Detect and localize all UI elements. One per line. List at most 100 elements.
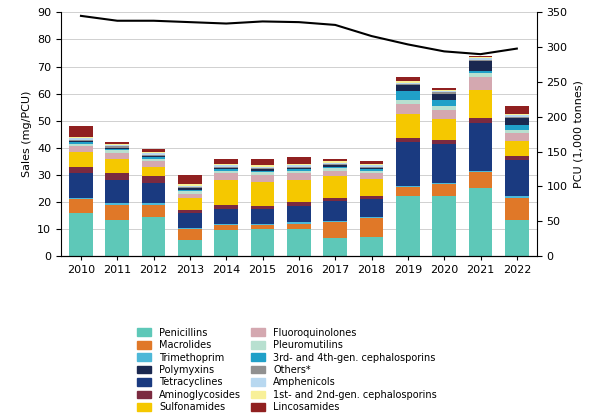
Bar	[468, 77, 492, 90]
Bar	[287, 167, 310, 168]
Bar	[468, 71, 492, 74]
Bar	[360, 165, 383, 167]
Bar	[215, 159, 238, 164]
Bar	[468, 57, 492, 58]
Bar	[396, 104, 420, 114]
Bar	[505, 114, 529, 115]
Bar	[323, 171, 347, 176]
Bar	[142, 154, 165, 156]
Bar	[396, 187, 420, 197]
Bar	[505, 141, 529, 156]
Bar	[396, 186, 420, 187]
Bar	[142, 176, 165, 183]
Bar	[287, 168, 310, 169]
Bar	[360, 168, 383, 169]
Bar	[215, 164, 238, 165]
Bar	[69, 140, 93, 141]
Bar	[106, 150, 129, 153]
Bar	[142, 156, 165, 157]
Bar	[142, 153, 165, 154]
Bar	[360, 171, 383, 173]
Bar	[142, 217, 165, 256]
Bar	[396, 91, 420, 100]
Bar	[106, 153, 129, 159]
Bar	[106, 173, 129, 180]
Bar	[142, 183, 165, 203]
Bar	[215, 223, 238, 225]
Bar	[142, 152, 165, 153]
Bar	[106, 146, 129, 148]
Bar	[106, 145, 129, 146]
Bar	[505, 156, 529, 160]
Bar	[432, 197, 456, 256]
Bar	[432, 144, 456, 183]
Bar	[468, 188, 492, 256]
Bar	[287, 157, 310, 164]
Bar	[178, 188, 202, 190]
Bar	[396, 138, 420, 142]
Bar	[323, 167, 347, 168]
Bar	[287, 169, 310, 171]
Bar	[178, 190, 202, 191]
Bar	[178, 198, 202, 210]
Bar	[69, 141, 93, 142]
Bar	[396, 142, 420, 186]
Bar	[432, 106, 456, 110]
Bar	[396, 84, 420, 85]
Bar	[106, 204, 129, 220]
Bar	[287, 171, 310, 173]
Bar	[360, 197, 383, 199]
Bar	[215, 230, 238, 256]
Bar	[106, 144, 129, 145]
Bar	[215, 171, 238, 173]
Bar	[287, 222, 310, 223]
Bar	[468, 171, 492, 172]
Bar	[215, 180, 238, 204]
Bar	[251, 167, 274, 168]
Bar	[142, 159, 165, 161]
Bar	[215, 173, 238, 180]
Bar	[69, 167, 93, 173]
Bar	[323, 164, 347, 165]
Bar	[106, 203, 129, 204]
Bar	[396, 77, 420, 81]
Bar	[505, 130, 529, 133]
Bar	[360, 217, 383, 218]
Bar	[396, 85, 420, 91]
Bar	[360, 173, 383, 179]
Bar	[142, 204, 165, 217]
Bar	[178, 186, 202, 187]
Bar	[251, 169, 274, 171]
Bar	[69, 126, 93, 137]
Bar	[251, 182, 274, 206]
Bar	[106, 148, 129, 149]
Bar	[360, 218, 383, 237]
Bar	[215, 169, 238, 171]
Bar	[251, 229, 274, 256]
Bar	[468, 58, 492, 60]
Legend: Penicillins, Macrolides, Trimethoprim, Polymyxins, Tetracyclines, Aminoglycoside: Penicillins, Macrolides, Trimethoprim, P…	[137, 328, 437, 412]
Bar	[178, 210, 202, 213]
Bar	[69, 146, 93, 152]
Bar	[106, 180, 129, 203]
Bar	[69, 152, 93, 167]
Bar	[468, 118, 492, 123]
Bar	[432, 94, 456, 100]
Bar	[323, 165, 347, 167]
Bar	[396, 100, 420, 104]
Bar	[468, 123, 492, 171]
Bar	[468, 90, 492, 118]
Y-axis label: Sales (mg/PCU): Sales (mg/PCU)	[21, 91, 32, 178]
Bar	[505, 133, 529, 141]
Bar	[505, 106, 529, 114]
Bar	[360, 161, 383, 164]
Bar	[69, 144, 93, 146]
Bar	[215, 168, 238, 169]
Bar	[251, 225, 274, 229]
Bar	[505, 118, 529, 125]
Bar	[287, 229, 310, 256]
Bar	[142, 161, 165, 167]
Bar	[505, 160, 529, 197]
Bar	[251, 168, 274, 169]
Bar	[505, 220, 529, 256]
